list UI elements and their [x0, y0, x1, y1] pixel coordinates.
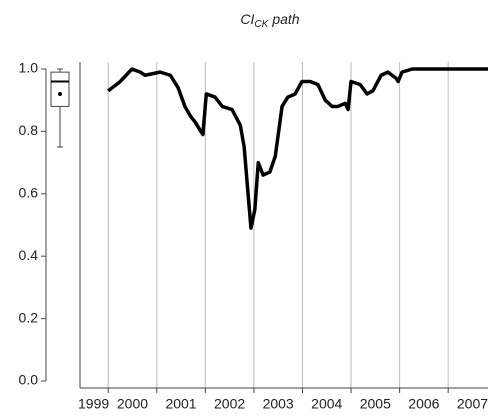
x-tick-label: 2003: [263, 396, 294, 412]
x-tick-label: 2001: [165, 396, 196, 412]
title-main: CI: [240, 11, 254, 27]
box-mean: [58, 91, 62, 96]
x-tick-label: 2002: [214, 396, 245, 412]
x-tick-label: 2005: [360, 396, 391, 412]
y-tick-label: 0.4: [19, 247, 39, 263]
y-tick-label: 0.2: [19, 309, 39, 325]
chart-title: CICK path: [240, 11, 299, 30]
y-tick-label: 0.8: [19, 122, 39, 138]
x-tick-label: 2007: [457, 396, 488, 412]
title-rest: path: [271, 11, 299, 27]
y-tick-label: 0.0: [19, 372, 39, 388]
y-tick-label: 0.6: [19, 185, 39, 201]
title-subscript: CK: [254, 19, 269, 30]
x-tick-label: 1999: [78, 396, 109, 412]
x-tick-label: 2004: [311, 396, 342, 412]
x-tick-label: 2000: [117, 396, 148, 412]
y-tick-label: 1.0: [19, 60, 39, 76]
box: [50, 71, 70, 107]
x-tick-label: 2006: [408, 396, 439, 412]
line-series: [107, 67, 488, 230]
